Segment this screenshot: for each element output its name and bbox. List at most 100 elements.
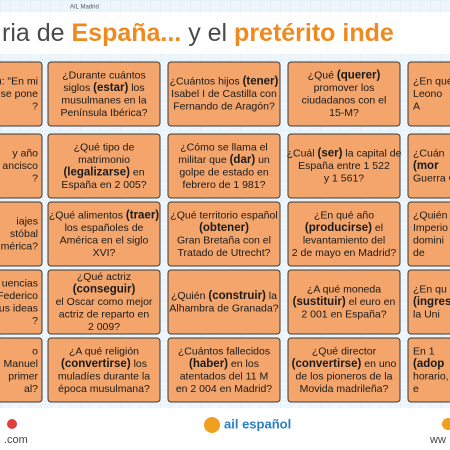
credit: AIL Madrid <box>70 5 99 11</box>
card-text-part: Imperio <box>413 222 448 234</box>
card-line: ¿En qué año <box>314 209 374 221</box>
question-card <box>287 61 401 127</box>
title-part: y el <box>181 19 234 47</box>
card-line: Alhambra de Granada? <box>169 302 278 314</box>
card-line: XVI? <box>93 247 116 259</box>
card-line: siglos (estar) los <box>63 82 144 94</box>
card-text-part: (conseguir) <box>73 284 136 296</box>
card-text-part: época musulmana? <box>58 383 150 395</box>
card-line: febrero de 1 981? <box>183 179 266 191</box>
card-line: Tratado de Utrecht? <box>178 247 271 259</box>
card-line: 2 de mayo en Madrid? <box>292 247 397 259</box>
card-line: (obtener) <box>199 222 249 234</box>
question-card <box>287 337 401 403</box>
card-text-part: Movida madrileña? <box>300 383 389 395</box>
card-line: (ingres <box>413 296 450 308</box>
card-text-part: domini <box>413 234 444 246</box>
card-text-part: (convertirse) <box>292 358 362 370</box>
card-line: 2 001 en España? <box>301 308 386 320</box>
card-line: ¿Cuán <box>413 147 445 159</box>
card-line: Isabel I de Castilla con <box>171 88 277 100</box>
card-line: Gran Bretaña con el <box>177 234 271 246</box>
card-text-part: (tener) <box>243 76 279 88</box>
card-line: atentados del 11 M <box>180 370 269 382</box>
question-card <box>0 61 43 127</box>
card-text-part: e <box>413 383 419 395</box>
card-text-part: ¿Qué actriz <box>77 271 131 283</box>
question-card <box>47 61 161 127</box>
card-line: ¿Cómo se llama el <box>180 141 268 153</box>
card-text-part: los <box>128 82 144 94</box>
card-line: us ideas <box>0 302 38 314</box>
card-line: el Oscar como mejor <box>56 296 153 308</box>
card-text-part: militar que <box>178 154 229 166</box>
card-text-part: ¿Qué alimentos <box>49 209 126 221</box>
card-line: muladíes durante la <box>58 370 150 382</box>
card-line: Movida madrileña? <box>300 383 389 395</box>
card-line: uencias <box>2 277 38 289</box>
question-card <box>47 133 161 199</box>
card-text-part: muladíes durante la <box>58 370 150 382</box>
card-line: actriz de reparto en <box>59 308 150 320</box>
question-card <box>47 269 161 335</box>
card-line: ¿A qué moneda <box>307 283 381 295</box>
card-text-part: el euro en <box>346 296 396 308</box>
card-line: e <box>413 383 419 395</box>
question-card <box>0 201 43 267</box>
card-text-part: ancisco <box>2 160 38 172</box>
card-text-part: stóbal <box>10 228 38 240</box>
card-text-part: ¿Durante cuántos <box>62 69 145 81</box>
card-text-part: horario, <box>413 370 449 382</box>
card-text-part: febrero de 1 981? <box>183 179 266 191</box>
card-text-part: y 1 561? <box>324 172 364 184</box>
question-card <box>407 269 450 335</box>
card-line: ¿Qué tipo de <box>74 141 135 153</box>
card-text-part: (estar) <box>93 82 128 94</box>
question-card <box>407 133 450 199</box>
card-text-part: el Oscar como mejor <box>56 296 153 308</box>
card-line: Imperio <box>413 222 448 234</box>
card-line: ¿Cuál (ser) la capital de <box>287 147 402 159</box>
card-text-part: se pone <box>1 88 39 100</box>
card-line: (legalizarse) en <box>63 166 144 178</box>
card-text-part: ¿En qué <box>413 75 450 87</box>
card-line: A <box>413 100 420 112</box>
card-text-part: (querer) <box>337 69 381 81</box>
question-card <box>407 201 450 267</box>
card-text-part: ): "En mi <box>0 75 38 87</box>
card-line: Federico <box>0 290 38 302</box>
card-line: (sustituir) el euro en <box>293 296 396 308</box>
question-card <box>0 269 43 335</box>
footer-right: ww <box>429 434 446 446</box>
card-text-part: Guerra C <box>413 172 450 184</box>
card-line: Fernando de Aragón? <box>173 100 275 112</box>
card-text-part: (dar) <box>230 154 256 166</box>
card-text-part: o <box>32 345 38 357</box>
question-card <box>167 201 281 267</box>
card-text-part: un <box>255 154 270 166</box>
card-line: promover los <box>314 82 375 94</box>
card-text-part: XVI? <box>93 247 116 259</box>
card-line: mérica? <box>1 240 39 252</box>
card-text-part: al? <box>24 383 38 395</box>
question-card <box>167 133 281 199</box>
card-line: la Uni <box>413 308 440 320</box>
question-card <box>407 337 450 403</box>
card-text-part: ¿Quién <box>413 209 448 221</box>
card-text-part: ? <box>32 172 38 184</box>
card-text-part: 2 001 en España? <box>301 308 386 320</box>
card-line: y 1 561? <box>324 172 364 184</box>
card-text-part: 2 009? <box>88 321 120 333</box>
card-text-part: golpe de estado en <box>179 166 268 178</box>
right-icon <box>442 418 450 430</box>
card-line: en 2 004 en Madrid? <box>176 383 272 395</box>
card-line: ? <box>32 100 38 112</box>
card-text-part: ¿A qué religión <box>69 345 139 357</box>
card-line: ¿Cuántos fallecidos <box>178 345 270 357</box>
card-text-part: ¿En qu <box>413 283 447 295</box>
card-text-part: Isabel I de Castilla con <box>171 88 277 100</box>
card-text-part: ¿Cuántos fallecidos <box>178 345 270 357</box>
card-text-part: (obtener) <box>199 222 249 234</box>
